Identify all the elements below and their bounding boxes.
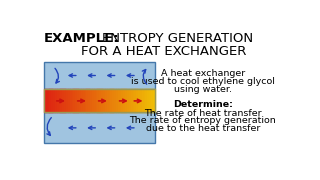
Bar xyxy=(96,89,98,112)
Bar xyxy=(68,89,70,112)
Bar xyxy=(123,89,125,112)
Bar xyxy=(44,89,46,112)
Bar xyxy=(70,89,72,112)
Bar xyxy=(101,89,103,112)
Bar xyxy=(83,89,85,112)
Text: ENTROPY GENERATION: ENTROPY GENERATION xyxy=(102,32,253,45)
Bar xyxy=(146,89,148,112)
Bar xyxy=(118,89,120,112)
Bar xyxy=(49,89,52,112)
Text: due to the heat transfer: due to the heat transfer xyxy=(146,124,260,133)
Bar xyxy=(153,89,155,112)
Text: using water.: using water. xyxy=(174,85,232,94)
Bar xyxy=(46,89,48,112)
Text: EXAMPLE:: EXAMPLE: xyxy=(44,32,119,45)
Bar xyxy=(64,89,67,112)
Bar xyxy=(81,89,83,112)
Text: A heat exchanger: A heat exchanger xyxy=(161,69,245,78)
Bar xyxy=(151,89,153,112)
Bar xyxy=(77,89,79,112)
Bar xyxy=(55,89,57,112)
Bar xyxy=(110,89,113,112)
Bar xyxy=(149,89,151,112)
Text: is used to cool ethylene glycol: is used to cool ethylene glycol xyxy=(131,77,275,86)
Bar xyxy=(125,89,127,112)
Bar xyxy=(136,89,139,112)
Bar xyxy=(94,89,96,112)
Bar xyxy=(44,62,155,89)
Bar xyxy=(134,89,137,112)
Bar xyxy=(138,89,140,112)
Bar xyxy=(92,89,94,112)
Bar xyxy=(129,89,131,112)
Bar xyxy=(142,89,144,112)
Bar xyxy=(51,89,53,112)
Bar xyxy=(103,89,105,112)
Bar xyxy=(131,89,133,112)
Bar xyxy=(88,89,91,112)
Bar xyxy=(112,89,115,112)
Bar xyxy=(84,89,87,112)
Bar xyxy=(48,89,50,112)
Bar xyxy=(127,89,129,112)
Bar xyxy=(105,89,107,112)
Bar xyxy=(140,89,142,112)
Text: The rate of entropy generation: The rate of entropy generation xyxy=(129,116,276,125)
Bar xyxy=(79,89,81,112)
Bar xyxy=(44,112,155,143)
Bar xyxy=(147,89,149,112)
Bar xyxy=(59,89,61,112)
Bar xyxy=(122,89,124,112)
Text: FOR A HEAT EXCHANGER: FOR A HEAT EXCHANGER xyxy=(81,45,247,58)
Bar xyxy=(86,89,89,112)
Bar xyxy=(144,89,146,112)
Bar xyxy=(62,89,65,112)
Bar xyxy=(132,89,135,112)
Bar xyxy=(120,89,122,112)
Bar xyxy=(60,89,63,112)
Bar xyxy=(98,89,100,112)
Bar xyxy=(73,89,76,112)
Bar xyxy=(99,89,101,112)
Bar xyxy=(57,89,59,112)
Text: Determine:: Determine: xyxy=(173,100,233,109)
Bar xyxy=(90,89,92,112)
Bar xyxy=(44,89,155,112)
Text: The rate of heat transfer: The rate of heat transfer xyxy=(144,109,261,118)
Bar xyxy=(75,89,77,112)
Bar xyxy=(66,89,68,112)
Bar xyxy=(108,89,111,112)
Bar xyxy=(107,89,109,112)
Bar xyxy=(53,89,55,112)
Bar xyxy=(114,89,116,112)
Bar xyxy=(72,89,74,112)
Bar xyxy=(116,89,118,112)
